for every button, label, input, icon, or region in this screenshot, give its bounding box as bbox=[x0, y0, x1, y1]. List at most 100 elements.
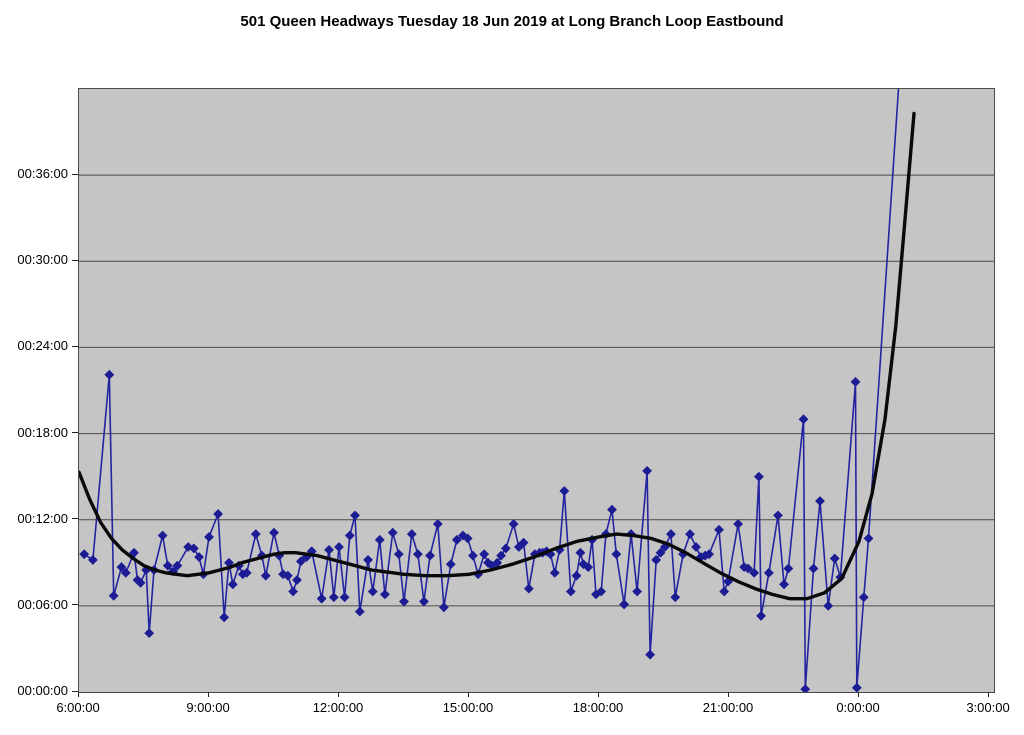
data-point-marker bbox=[144, 628, 155, 639]
data-point-marker bbox=[188, 543, 199, 554]
data-point-marker bbox=[798, 414, 809, 425]
data-point-marker bbox=[129, 547, 139, 558]
data-point-marker bbox=[642, 465, 653, 476]
data-point-marker bbox=[733, 519, 744, 529]
data-point-marker bbox=[500, 543, 511, 554]
data-point-marker bbox=[685, 529, 695, 539]
data-point-marker bbox=[607, 504, 617, 515]
data-point-marker bbox=[260, 570, 271, 581]
data-point-marker bbox=[316, 593, 327, 604]
data-point-marker bbox=[157, 530, 168, 541]
data-point-marker bbox=[324, 544, 334, 555]
data-point-marker bbox=[571, 570, 582, 581]
y-axis-tick-label: 00:12:00 bbox=[17, 510, 68, 526]
y-axis-tick-mark bbox=[72, 259, 78, 261]
data-point-marker bbox=[363, 555, 373, 565]
x-axis-tick-label: 15:00:00 bbox=[442, 700, 494, 715]
data-point-marker bbox=[387, 527, 398, 538]
y-axis-tick-mark bbox=[72, 345, 78, 347]
data-point-marker bbox=[432, 519, 443, 529]
data-point-marker bbox=[800, 684, 811, 692]
x-axis-tick-label: 18:00:00 bbox=[572, 700, 624, 715]
x-axis-tick-mark bbox=[858, 692, 859, 697]
data-point-marker bbox=[829, 553, 840, 564]
data-point-marker bbox=[339, 592, 350, 603]
y-axis-tick-label: 00:30:00 bbox=[17, 252, 68, 268]
data-point-marker bbox=[655, 547, 666, 558]
data-point-marker bbox=[749, 567, 760, 578]
data-point-marker bbox=[445, 559, 456, 570]
data-point-marker bbox=[559, 486, 570, 496]
x-axis-tick-mark bbox=[468, 692, 469, 697]
y-axis-tick-label: 00:06:00 bbox=[17, 596, 68, 612]
data-point-marker bbox=[183, 542, 194, 552]
y-axis-tick-mark bbox=[72, 690, 78, 692]
data-point-marker bbox=[808, 563, 819, 574]
data-point-marker bbox=[783, 563, 794, 574]
data-point-marker bbox=[596, 586, 607, 597]
trend-curve bbox=[79, 111, 916, 601]
y-axis-tick-mark bbox=[72, 604, 78, 606]
data-point-marker bbox=[451, 534, 462, 545]
data-point-marker bbox=[851, 682, 862, 692]
data-point-marker bbox=[104, 369, 115, 380]
data-point-marker bbox=[863, 533, 874, 544]
y-axis-tick-mark bbox=[72, 432, 78, 434]
data-point-marker bbox=[704, 549, 714, 560]
x-axis-tick-label: 21:00:00 bbox=[702, 700, 754, 715]
data-point-marker bbox=[858, 592, 869, 603]
data-point-marker bbox=[753, 471, 764, 482]
data-point-marker bbox=[292, 575, 302, 585]
chart-canvas bbox=[79, 89, 994, 692]
x-axis-tick-label: 12:00:00 bbox=[312, 700, 364, 715]
data-point-marker bbox=[508, 519, 519, 529]
chart-title: 501 Queen Headways Tuesday 18 Jun 2019 a… bbox=[240, 13, 784, 30]
data-point-marker bbox=[483, 557, 493, 568]
data-point-marker bbox=[204, 532, 214, 542]
data-point-marker bbox=[565, 586, 576, 597]
data-point-marker bbox=[282, 570, 293, 581]
data-point-marker bbox=[108, 590, 119, 601]
y-axis-tick-label: 00:00:00 bbox=[17, 683, 68, 698]
data-point-marker bbox=[380, 589, 390, 600]
data-point-marker bbox=[194, 552, 204, 562]
data-point-marker bbox=[87, 555, 98, 565]
data-point-marker bbox=[756, 610, 766, 621]
data-point-marker bbox=[406, 529, 417, 539]
y-axis-tick-mark bbox=[72, 518, 78, 520]
plot-area bbox=[78, 88, 995, 693]
data-point-marker bbox=[374, 534, 385, 545]
data-point-marker bbox=[367, 586, 378, 597]
data-point-marker bbox=[467, 550, 478, 561]
data-point-marker bbox=[611, 549, 622, 560]
data-point-marker bbox=[162, 560, 173, 571]
data-point-marker bbox=[619, 599, 630, 610]
data-point-marker bbox=[575, 547, 586, 558]
data-point-marker bbox=[714, 524, 724, 535]
data-point-marker bbox=[79, 549, 90, 560]
x-axis-tick-mark bbox=[598, 692, 599, 697]
data-point-marker bbox=[227, 579, 238, 590]
data-point-marker bbox=[479, 549, 490, 560]
y-axis-tick-mark bbox=[72, 173, 78, 175]
data-point-marker bbox=[496, 550, 506, 561]
data-point-marker bbox=[393, 549, 404, 560]
data-point-marker bbox=[583, 562, 594, 573]
data-point-marker bbox=[350, 510, 360, 521]
data-point-marker bbox=[462, 533, 473, 544]
data-point-marker bbox=[773, 510, 783, 521]
data-point-marker bbox=[719, 586, 730, 597]
data-point-marker bbox=[763, 567, 774, 578]
data-point-marker bbox=[241, 567, 252, 578]
data-point-marker bbox=[269, 527, 279, 538]
data-point-marker bbox=[549, 567, 560, 578]
data-point-marker bbox=[632, 586, 643, 597]
data-point-marker bbox=[116, 562, 127, 573]
x-axis-tick-label: 3:00:00 bbox=[966, 700, 1010, 715]
x-axis-tick-mark bbox=[988, 692, 989, 697]
data-point-marker bbox=[334, 542, 344, 552]
data-point-marker bbox=[425, 550, 435, 561]
data-point-marker bbox=[518, 537, 529, 548]
y-axis-tick-label: 00:36:00 bbox=[17, 166, 68, 182]
x-axis-tick-mark bbox=[78, 692, 79, 697]
